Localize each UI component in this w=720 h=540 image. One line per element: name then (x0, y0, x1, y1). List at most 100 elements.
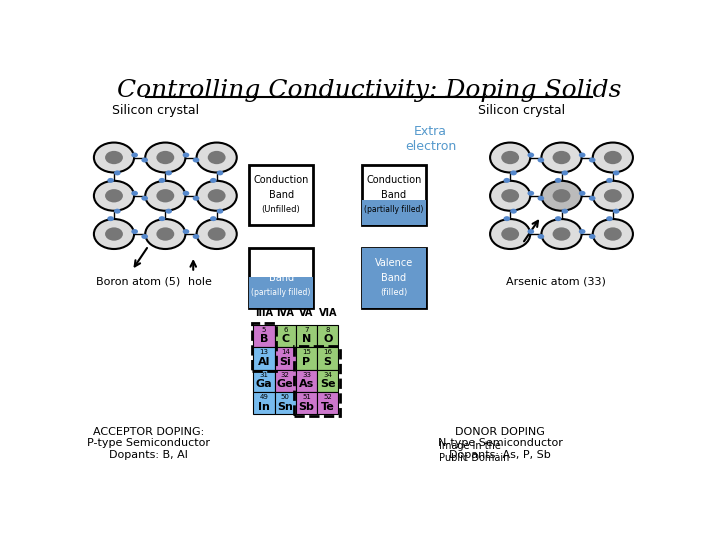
Text: O: O (323, 334, 333, 345)
Text: Controlling Conductivity: Doping Solids: Controlling Conductivity: Doping Solids (117, 79, 621, 103)
Bar (296, 347, 317, 369)
Bar (317, 369, 338, 392)
Circle shape (131, 191, 138, 196)
Bar (253, 325, 275, 347)
Circle shape (604, 189, 622, 202)
Circle shape (114, 208, 121, 214)
Bar (317, 392, 338, 415)
Bar (296, 392, 317, 415)
Circle shape (613, 171, 619, 176)
Bar (361, 248, 426, 308)
Circle shape (552, 151, 570, 164)
Text: 15: 15 (302, 349, 311, 355)
Text: Silicon crystal: Silicon crystal (478, 104, 565, 117)
Circle shape (593, 143, 633, 172)
Text: ACCEPTOR DOPING:
P-type Semiconductor
Dopants: B, Al: ACCEPTOR DOPING: P-type Semiconductor Do… (87, 427, 210, 460)
Text: Band: Band (269, 273, 294, 283)
Text: Ge: Ge (277, 379, 294, 389)
Circle shape (197, 143, 237, 172)
Circle shape (541, 219, 582, 249)
Circle shape (217, 208, 223, 214)
Bar (294, 346, 340, 416)
Circle shape (555, 178, 562, 183)
Circle shape (503, 178, 510, 183)
Text: IIIA: IIIA (255, 308, 273, 318)
Text: Arsenic atom (33): Arsenic atom (33) (506, 277, 606, 287)
Circle shape (528, 152, 534, 158)
Text: As: As (299, 379, 314, 389)
Text: 13: 13 (260, 349, 269, 355)
Text: VIA: VIA (318, 308, 337, 318)
Text: Band: Band (269, 190, 294, 200)
Text: Band: Band (382, 273, 406, 283)
Circle shape (94, 143, 134, 172)
Text: 33: 33 (302, 372, 311, 377)
Circle shape (145, 143, 186, 172)
Circle shape (579, 229, 585, 234)
Circle shape (141, 234, 148, 239)
Bar (252, 323, 276, 371)
Circle shape (613, 208, 619, 214)
Text: IVA: IVA (276, 308, 294, 318)
Bar (253, 369, 275, 392)
Bar (361, 248, 426, 308)
Circle shape (156, 189, 174, 202)
Circle shape (490, 143, 530, 172)
Text: B: B (260, 334, 269, 345)
Circle shape (166, 171, 172, 176)
Text: 52: 52 (323, 394, 332, 400)
Bar (361, 165, 426, 225)
Bar (317, 347, 338, 369)
Circle shape (541, 143, 582, 172)
Text: S: S (324, 357, 332, 367)
Circle shape (183, 191, 189, 196)
Text: Sn: Sn (277, 402, 293, 411)
Text: VA: VA (300, 308, 314, 318)
Text: 7: 7 (305, 327, 309, 333)
Text: Boron atom (5): Boron atom (5) (96, 277, 180, 287)
Circle shape (501, 189, 519, 202)
Circle shape (501, 227, 519, 241)
Circle shape (193, 196, 199, 201)
Circle shape (183, 229, 189, 234)
Bar (296, 325, 317, 347)
Bar (253, 392, 275, 415)
Circle shape (183, 152, 189, 158)
Circle shape (158, 178, 166, 183)
Circle shape (490, 219, 530, 249)
Text: Image in the
Public Domain: Image in the Public Domain (438, 441, 509, 463)
Circle shape (510, 171, 517, 176)
Circle shape (217, 171, 223, 176)
Circle shape (107, 178, 114, 183)
Circle shape (145, 181, 186, 211)
Circle shape (105, 227, 123, 241)
Circle shape (107, 216, 114, 221)
Text: Silicon crystal: Silicon crystal (112, 104, 199, 117)
Circle shape (105, 151, 123, 164)
Circle shape (579, 191, 585, 196)
Circle shape (193, 234, 199, 239)
Bar (249, 276, 313, 308)
Text: In: In (258, 402, 270, 411)
Text: Te: Te (321, 402, 335, 411)
Text: (filled): (filled) (380, 288, 408, 298)
Text: C: C (282, 334, 289, 345)
Text: (partially filled): (partially filled) (251, 288, 311, 298)
Text: Extra
electron: Extra electron (405, 125, 456, 153)
Bar (275, 392, 296, 415)
Circle shape (141, 158, 148, 163)
Circle shape (528, 191, 534, 196)
Circle shape (589, 196, 595, 201)
Text: Conduction: Conduction (366, 174, 421, 185)
Circle shape (210, 216, 217, 221)
Circle shape (141, 196, 148, 201)
Text: N: N (302, 334, 311, 345)
Circle shape (538, 234, 544, 239)
Text: Valence: Valence (374, 258, 413, 268)
Text: Valence: Valence (262, 258, 300, 268)
Circle shape (604, 151, 622, 164)
Circle shape (589, 158, 595, 163)
Circle shape (552, 189, 570, 202)
Text: 14: 14 (281, 349, 289, 355)
Circle shape (606, 216, 613, 221)
